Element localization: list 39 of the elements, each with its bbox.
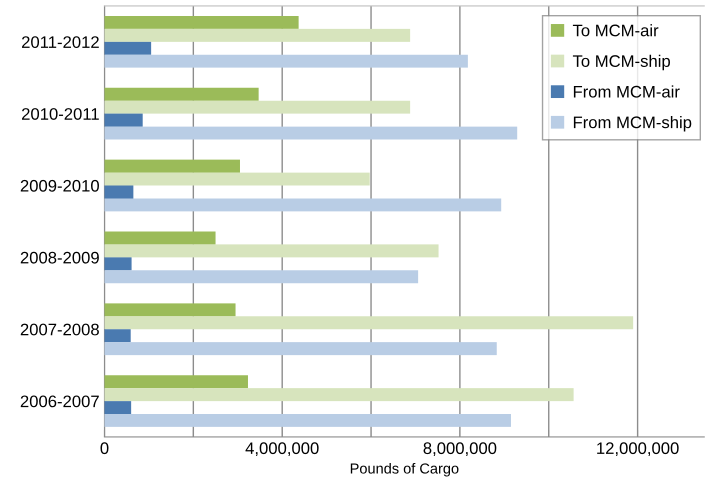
x-tick-label: 12,000,000 [597,442,679,456]
bar [104,42,152,55]
bar [104,257,132,270]
y-tick-label: 2009-2010 [20,180,99,192]
bar [104,88,259,101]
y-tick-label: 2010-2011 [22,108,99,120]
bar [104,401,132,414]
bar [104,198,502,212]
bar [104,342,497,356]
y-tick-label: 2007-2008 [20,324,99,336]
bar [104,303,236,316]
x-tick-label: 4,000,000 [246,442,319,456]
bar [104,232,216,244]
bar [104,16,299,29]
legend-label: To MCM-ship [572,54,670,70]
bar [104,114,143,127]
x-axis-title: Pounds of Cargo [350,462,458,477]
legend-label: To MCM-air [572,24,658,36]
bar [104,126,518,140]
bar [104,28,410,42]
bar [104,375,248,388]
y-tick-label: 2006-2007 [20,395,99,408]
bar [104,270,418,284]
bar [104,329,131,342]
y-tick-label: 2008-2009 [20,252,99,264]
y-tick-label: 2011-2012 [22,36,99,48]
bar [104,54,468,68]
bar [104,388,574,402]
bar [104,172,370,186]
legend-label: From MCM-air [574,85,680,98]
x-tick-label: 8,000,000 [424,442,496,456]
x-tick-label: 0 [100,442,108,454]
bar [104,414,511,427]
bar [104,186,134,198]
bar [104,160,240,173]
bar [104,244,439,258]
legend-label: From MCM-ship [574,116,692,132]
bar [104,100,410,114]
bar [104,316,634,330]
